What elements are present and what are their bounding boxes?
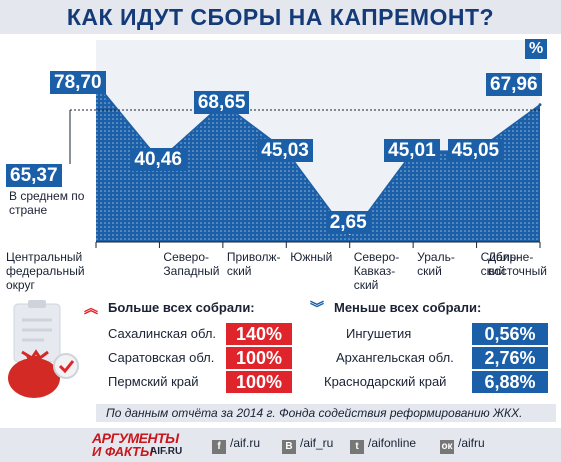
source-bar [96,404,556,422]
average-caption: В среднем по стране [9,189,85,217]
social-link-text: /aifru [458,436,485,450]
x-tick-label: Приволж- ский [226,250,281,278]
top-row-value: 100% [226,371,292,393]
bottom-row-name: Краснодарский край [324,374,447,389]
data-label: 45,01 [384,139,440,163]
data-label: 45,03 [257,139,313,163]
bottom-row-value: 6,88% [472,371,548,393]
logo-line2[interactable]: И ФАКТЫ [92,444,154,459]
top-row-value: 100% [226,347,292,369]
unit-badge: % [525,39,548,59]
logo-line1[interactable]: АРГУМЕНТЫ [92,430,179,446]
social-link-text: /aif_ru [300,436,334,450]
series-area [96,83,540,242]
bottom-row-value: 2,76% [472,347,548,369]
data-point [348,235,352,239]
data-label: 78,70 [50,71,106,95]
data-label: 45,05 [447,138,504,162]
top-row-value: 140% [226,323,292,345]
x-tick-label: Сибир- ский [480,250,521,278]
vk-icon: В [282,440,296,454]
social-link-text: /aif.ru [230,436,261,450]
footer [0,428,561,462]
logo-domain[interactable]: AIF.RU [150,446,183,457]
twitter-icon: t [350,440,364,454]
bottom-row-name: Архангельская обл. [336,350,454,365]
data-label: 2,65 [325,210,371,234]
chevron-up-icon: ︽ [84,300,98,316]
page-title: КАК ИДУТ СБОРЫ НА КАПРЕМОНТ? [66,4,495,30]
average-value-label: 65,37 [6,164,62,187]
top-heading: Больше всех собрали: [108,300,255,315]
top-row-name: Сахалинская обл. [108,326,217,341]
bottom-row-name: Ингушетия [346,326,412,341]
data-label: 40,46 [130,148,186,172]
x-tick-label: Южный [290,250,333,264]
x-tick-label: Дальне- восточный [488,250,547,278]
x-tick-label: Северо- Кавказ- ский [353,250,400,292]
facebook-icon: f [212,440,226,454]
social-link-vk[interactable]: В/aif_ru [282,436,333,454]
chevron-down-icon: ︾ [310,300,324,316]
data-label: 68,65 [193,91,250,115]
chart-area: % 65,37 В среднем по стране 78,70 40,46 68… [0,34,561,292]
top-row-name: Пермский край [108,374,199,389]
bottom-row-value: 0,56% [472,323,548,345]
data-label: 67,96 [486,72,542,96]
title-bar [0,0,561,34]
money-bag-illustration [8,300,79,398]
social-link-text: /aifonline [368,436,417,450]
social-link-twitter[interactable]: t/aifonline [350,436,416,454]
data-point [538,103,542,107]
social-link-odnoklassniki[interactable]: ок/aifru [440,436,485,454]
social-link-facebook[interactable]: f/aif.ru [212,436,260,454]
source-note: По данным отчёта за 2014 г. Фонда содейс… [106,406,523,420]
bottom-heading: Меньше всех собрали: [334,300,482,315]
leaders-section: ︽ Больше всех собрали: Сахалинская обл. … [0,294,561,400]
x-tick-label: Центральный федеральный округ [6,250,85,292]
x-tick-label: Северо- Западный [163,250,220,278]
odnoklassniki-icon: ок [440,440,454,454]
top-row-name: Саратовская обл. [108,350,215,365]
x-tick-label: Ураль- ский [417,250,455,278]
